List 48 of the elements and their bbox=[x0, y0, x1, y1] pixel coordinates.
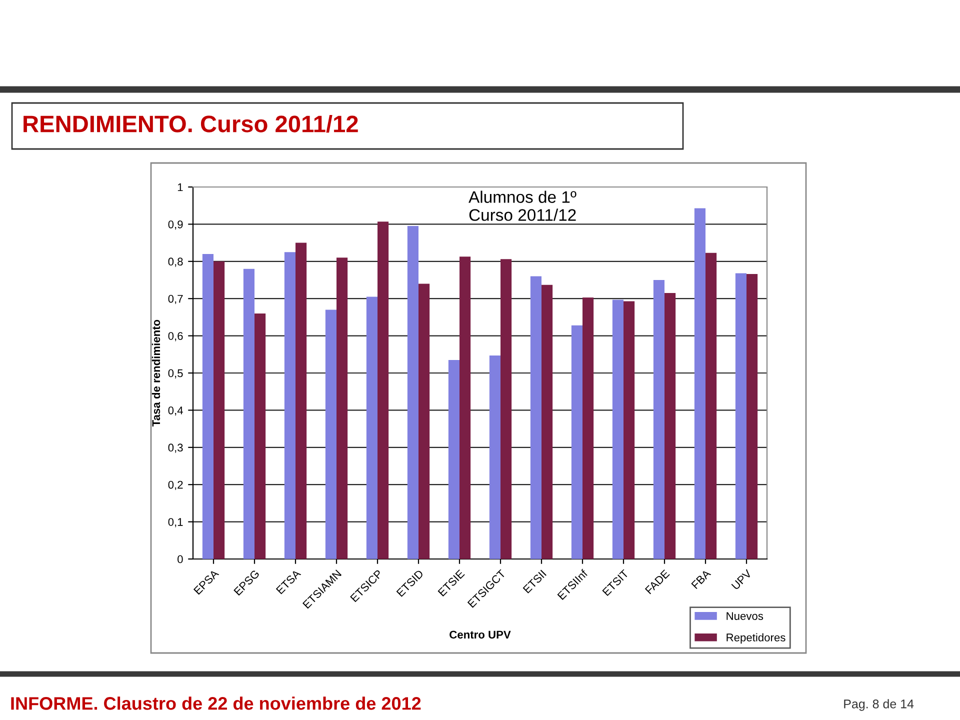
bar bbox=[735, 273, 746, 559]
y-tick-label: 0,7 bbox=[168, 294, 183, 304]
bar bbox=[296, 242, 307, 559]
x-tick-label: FBA bbox=[691, 569, 712, 590]
bar bbox=[325, 310, 336, 559]
bar bbox=[378, 222, 389, 559]
bar bbox=[407, 226, 418, 559]
bar bbox=[612, 300, 624, 559]
bar bbox=[500, 259, 512, 559]
bar bbox=[664, 293, 676, 559]
y-tick-label: 0,5 bbox=[168, 369, 183, 378]
x-axis-title: Centro UPV bbox=[450, 630, 511, 639]
y-tick-label: 0,3 bbox=[168, 444, 183, 453]
bar bbox=[542, 284, 553, 559]
bar bbox=[746, 274, 758, 559]
legend-label: Repetidores bbox=[726, 633, 786, 644]
legend-label: Nuevos bbox=[726, 612, 764, 620]
bar bbox=[624, 301, 635, 559]
chart-title: RENDIMIENTO. Curso 2011/12 bbox=[24, 114, 358, 133]
text: Pag. 8 de 14 bbox=[844, 699, 914, 711]
bar bbox=[489, 356, 500, 559]
bar bbox=[214, 261, 225, 559]
text: INFORME. Claustro de 22 de noviembre de 2012 bbox=[11, 696, 421, 710]
bar bbox=[418, 284, 430, 559]
y-tick-label: 1 bbox=[178, 183, 183, 192]
y-tick-label: 0,4 bbox=[168, 406, 183, 416]
bar bbox=[336, 258, 348, 559]
y-tick-label: 0,2 bbox=[168, 480, 183, 490]
y-tick-label: 0,1 bbox=[168, 518, 183, 528]
bar bbox=[694, 208, 706, 559]
y-tick-label: 0 bbox=[178, 555, 183, 564]
y-tick-label: 0,9 bbox=[168, 220, 183, 230]
y-tick-label: 0,8 bbox=[168, 258, 183, 267]
bar bbox=[366, 296, 378, 559]
bar bbox=[284, 252, 296, 559]
bar bbox=[582, 297, 594, 559]
bar bbox=[460, 256, 471, 559]
bar bbox=[571, 325, 582, 559]
y-tick-label: 0,6 bbox=[168, 332, 183, 342]
annotation: Alumnos de 1º Curso 2011/12 bbox=[468, 190, 576, 221]
bar bbox=[706, 252, 717, 559]
bar bbox=[653, 280, 664, 559]
y-axis-title: Tasa de rendimiento bbox=[152, 320, 160, 426]
bar bbox=[202, 254, 214, 559]
bar bbox=[243, 268, 254, 559]
bar bbox=[254, 313, 266, 559]
bar bbox=[448, 360, 460, 559]
bar bbox=[530, 276, 542, 559]
